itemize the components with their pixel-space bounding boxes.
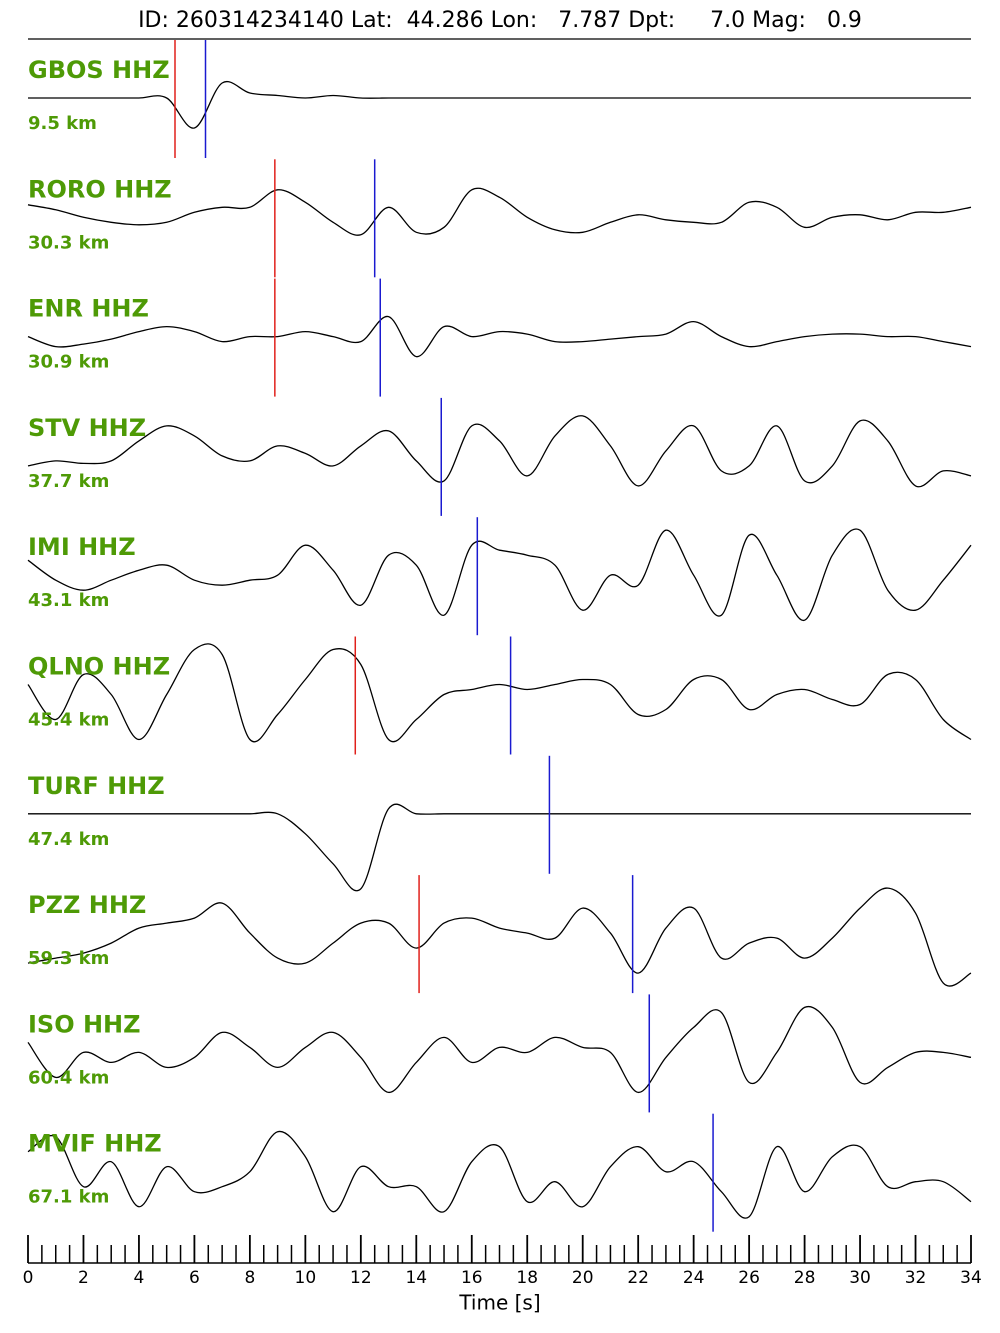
x-tick-label: 18	[516, 1268, 538, 1288]
station-label: PZZ HHZ	[28, 891, 146, 919]
x-tick-label: 12	[350, 1268, 372, 1288]
chart-title: ID: 260314234140 Lat: 44.286 Lon: 7.787 …	[138, 8, 862, 33]
distance-label: 30.3 km	[28, 232, 109, 253]
station-label: TURF HHZ	[28, 772, 165, 800]
x-tick-label: 6	[189, 1268, 200, 1288]
station-label: IMI HHZ	[28, 533, 136, 561]
distance-label: 45.4 km	[28, 710, 109, 731]
x-tick-label: 10	[295, 1268, 317, 1288]
waveform	[27, 187, 972, 236]
waveform	[28, 803, 971, 892]
distance-label: 47.4 km	[28, 829, 109, 850]
distance-label: 9.5 km	[28, 113, 97, 134]
x-tick-label: 2	[78, 1268, 89, 1288]
distance-label: 59.3 km	[28, 948, 109, 969]
x-tick-label: 26	[738, 1268, 760, 1288]
x-tick-label: 32	[905, 1268, 927, 1288]
x-tick-label: 24	[683, 1268, 705, 1288]
station-label: RORO HHZ	[28, 175, 172, 203]
x-tick-label: 14	[405, 1268, 427, 1288]
waveform	[28, 81, 971, 129]
waveform	[27, 528, 972, 621]
x-tick-label: 20	[572, 1268, 594, 1288]
x-tick-label: 8	[244, 1268, 255, 1288]
station-label: ENR HHZ	[28, 295, 149, 323]
waveform	[27, 415, 972, 488]
x-tick-label: 4	[134, 1268, 145, 1288]
x-tick-label: 28	[794, 1268, 816, 1288]
x-tick-label: 30	[849, 1268, 871, 1288]
station-label: GBOS HHZ	[28, 56, 170, 84]
distance-label: 30.9 km	[28, 352, 109, 373]
waveform	[27, 1005, 972, 1094]
x-tick-label: 16	[461, 1268, 483, 1288]
x-tick-label: 34	[960, 1268, 982, 1288]
distance-label: 67.1 km	[28, 1187, 109, 1208]
station-label: ISO HHZ	[28, 1010, 141, 1038]
station-label: MVIF HHZ	[28, 1130, 162, 1158]
x-axis-label: Time [s]	[458, 1291, 540, 1315]
x-tick-label: 22	[627, 1268, 649, 1288]
distance-label: 37.7 km	[28, 471, 109, 492]
station-label: STV HHZ	[28, 414, 146, 442]
waveform	[27, 315, 972, 358]
waveform	[27, 643, 972, 743]
station-label: QLNO HHZ	[28, 653, 170, 681]
waveform	[27, 1130, 972, 1219]
waveform	[27, 887, 972, 987]
distance-label: 43.1 km	[28, 590, 109, 611]
distance-label: 60.4 km	[28, 1067, 109, 1088]
x-tick-label: 0	[23, 1268, 34, 1288]
